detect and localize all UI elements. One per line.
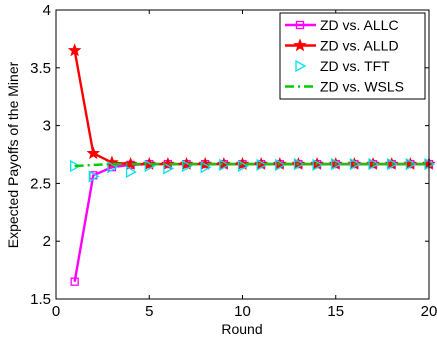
series-zd-vs-wsls [74,162,429,168]
x-axis-label: Round [221,321,262,337]
data-point [161,156,175,170]
data-point [256,158,268,172]
x-axis: 0 5 10 15 20 [52,10,437,320]
y-tick-label: 2 [43,233,51,250]
y-tick-label: 1.5 [30,291,51,308]
legend-item-zd-vs-wsls: ZD vs. WSLS [285,79,404,95]
data-point [312,158,324,172]
data-point [275,158,287,172]
data-point [144,159,156,173]
series-line [74,162,429,168]
legend-marker [293,38,307,52]
x-tick-label: 10 [234,303,251,320]
legend-item-zd-vs-tft: ZD vs. TFT [295,58,390,74]
data-point [181,159,193,173]
data-point [219,158,231,172]
data-point [70,159,81,173]
data-point [105,155,119,169]
legend: ZD vs. ALLC ZD vs. ALLD ZD vs. TFT ZD vs. W… [279,12,426,100]
series-layer [67,43,436,286]
x-tick-label: 15 [327,303,344,320]
legend-label: ZD vs. TFT [320,58,390,74]
legend-label: ZD vs. WSLS [320,79,404,95]
x-tick-label: 20 [421,303,437,320]
y-tick-label: 3.5 [30,60,51,77]
legend-item-zd-vs-alld: ZD vs. ALLD [285,38,399,54]
data-point [67,43,82,57]
legend-label: ZD vs. ALLD [320,38,399,54]
legend-marker [295,59,307,73]
data-point [349,157,361,171]
data-point [200,161,212,174]
data-point [293,157,305,171]
data-point [107,161,119,174]
x-tick-label: 5 [145,303,153,320]
data-point [86,146,101,160]
data-point [331,157,343,171]
data-point [123,156,138,170]
y-tick-label: 4 [43,2,51,19]
legend-label: ZD vs. ALLC [320,17,399,33]
data-point [163,162,175,175]
data-point [237,159,249,173]
y-axis: 1.5 2 2.5 3 3.5 4 [30,2,429,308]
x-tick-label: 0 [52,303,60,320]
data-point [387,157,399,171]
legend-marker [295,20,305,30]
y-tick-label: 2.5 [30,175,51,192]
series-zd-vs-tft [70,157,436,183]
data-point [88,170,100,183]
data-point [70,277,79,286]
legend-item-zd-vs-allc: ZD vs. ALLC [285,17,399,33]
legend-box [279,12,426,100]
y-axis-label: Expected Payoffs of the Miner [5,61,21,248]
data-point [368,157,380,171]
data-point [125,165,137,178]
y-tick-label: 3 [43,118,51,135]
